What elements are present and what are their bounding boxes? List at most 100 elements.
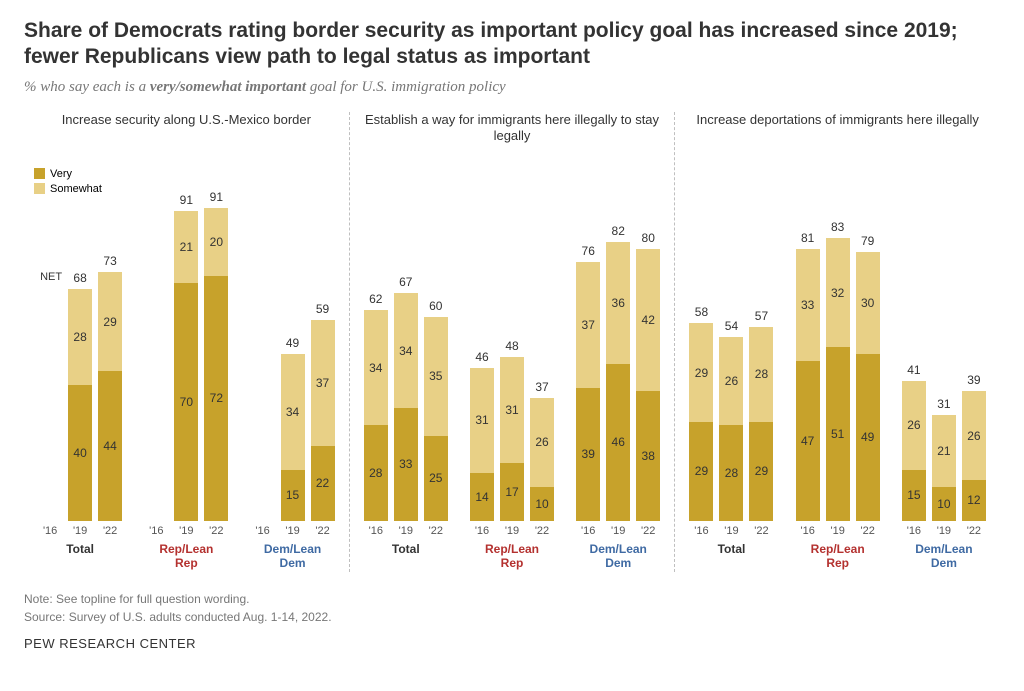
year-label: '19: [500, 525, 524, 537]
bar-segment-somewhat: 31: [500, 357, 524, 462]
group-label: Rep/LeanRep: [811, 542, 865, 572]
chart-subtitle: % who say each is a very/somewhat import…: [24, 79, 1000, 96]
bar-group: 763739823646804238'16'19'22Dem/LeanDem: [572, 181, 664, 572]
year-label: '16: [576, 525, 600, 537]
subtitle-suffix: goal for U.S. immigration policy: [306, 79, 506, 95]
bar-segment-very: 15: [281, 470, 305, 521]
bar-segment-somewhat: 36: [606, 242, 630, 364]
bar-segment-somewhat: 35: [424, 317, 448, 436]
bar-group: 813347833251793049'16'19'22Rep/LeanRep: [792, 181, 884, 572]
bar-total-label: 79: [856, 234, 880, 248]
bar-segment-somewhat: 30: [856, 252, 880, 354]
year-label: '19: [394, 525, 418, 537]
bar-group: 412615312110392612'16'19'22Dem/LeanDem: [898, 181, 990, 572]
year-label: '22: [530, 525, 554, 537]
bar-total-label: 91: [174, 193, 198, 207]
group-label: Total: [66, 542, 94, 572]
bar-segment-somewhat: 31: [470, 368, 494, 473]
group-label: Total: [718, 542, 746, 572]
bar-total-label: 37: [530, 380, 554, 394]
bar-segment-very: 47: [796, 361, 820, 521]
bar-total-label: 49: [281, 336, 305, 350]
bar-total-label: 82: [606, 224, 630, 238]
bar-segment-very: 72: [204, 276, 228, 521]
bar-segment-somewhat: 28: [68, 289, 92, 384]
bars-row: 912170912072: [144, 181, 228, 521]
bar-segment-somewhat: 37: [576, 262, 600, 388]
bars-row: 463114483117372610: [470, 181, 554, 521]
group-label: Dem/LeanDem: [264, 542, 321, 572]
panel-title: Increase deportations of immigrants here…: [685, 112, 990, 150]
chart-panel: Increase deportations of immigrants here…: [674, 112, 1000, 572]
bar-segment-somewhat: 29: [689, 323, 713, 422]
bar-segment-somewhat: 26: [719, 337, 743, 425]
year-label: '22: [98, 525, 122, 537]
subtitle-prefix: % who say each is a: [24, 79, 150, 95]
bar-segment-somewhat: 29: [98, 272, 122, 371]
bar-segment-very: 29: [749, 422, 773, 521]
bars-row: 623428 67 3433603525: [364, 181, 448, 521]
bar-total-label: 76: [576, 244, 600, 258]
year-label: '19: [606, 525, 630, 537]
brand-label: PEW RESEARCH CENTER: [24, 636, 1000, 651]
stacked-bar: 793049: [856, 252, 880, 521]
year-label: '22: [311, 525, 335, 537]
stacked-bar: 603525: [424, 317, 448, 521]
bar-segment-somewhat: 26: [962, 391, 986, 479]
stacked-bar: 483117: [500, 357, 524, 520]
footer-source: Source: Survey of U.S. adults conducted …: [24, 608, 1000, 626]
stacked-bar: 763739: [576, 262, 600, 520]
bar-total-label: 58: [689, 305, 713, 319]
year-label: '22: [204, 525, 228, 537]
stacked-bar: 833251: [826, 238, 850, 520]
bar-segment-very: 40: [68, 385, 92, 521]
bar-group: 912170912072'16'19'22Rep/LeanRep: [140, 181, 232, 572]
year-label: '19: [932, 525, 956, 537]
legend-swatch-very: [34, 168, 45, 179]
bar-segment-somewhat: 32: [826, 238, 850, 347]
chart-panels: Increase security along U.S.-Mexico bord…: [24, 112, 1000, 572]
year-label: '16: [38, 525, 62, 537]
bar-segment-very: 38: [636, 391, 660, 520]
bar-segment-very: 51: [826, 347, 850, 520]
bars-row: 493415593722: [251, 181, 335, 521]
stacked-bar: 823646: [606, 242, 630, 521]
footer-note: Note: See topline for full question word…: [24, 590, 1000, 608]
stacked-bar: 623428: [364, 310, 388, 521]
stacked-bar: 804238: [636, 249, 660, 521]
bar-total-label: 46: [470, 350, 494, 364]
bar-segment-very: 10: [932, 487, 956, 521]
year-label: '16: [144, 525, 168, 537]
bar-segment-very: 17: [500, 463, 524, 521]
bar-total-label: 67: [394, 275, 418, 289]
year-label: '16: [251, 525, 275, 537]
bar-segment-somewhat: 21: [174, 211, 198, 282]
year-row: '16 '19 '22: [902, 525, 986, 537]
year-label: '22: [636, 525, 660, 537]
bar-total-label: 68: [68, 271, 92, 285]
year-row: '16'19'22: [364, 525, 448, 537]
year-label: '22: [424, 525, 448, 537]
group-label: Total: [392, 542, 420, 572]
bar-group: 493415593722'16'19'22Dem/LeanDem: [246, 181, 338, 572]
bar-segment-very: 14: [470, 473, 494, 521]
legend-label-very: Very: [50, 168, 72, 180]
bar-total-label: 60: [424, 299, 448, 313]
bar-total-label: 80: [636, 231, 660, 245]
year-label: '19: [281, 525, 305, 537]
bar-segment-somewhat: 26: [530, 398, 554, 486]
bar-segment-very: 39: [576, 388, 600, 521]
panel-title: Establish a way for immigrants here ille…: [360, 112, 665, 150]
year-row: '16'19'22: [796, 525, 880, 537]
year-label: '16: [902, 525, 926, 537]
bar-total-label: 59: [311, 302, 335, 316]
bar-segment-very: 70: [174, 283, 198, 521]
bar-total-label: 41: [902, 363, 926, 377]
bar-total-label: 39: [962, 373, 986, 387]
bar-segment-somewhat: 34: [394, 293, 418, 409]
stacked-bar: 68NET2840: [68, 289, 92, 520]
bar-segment-very: 33: [394, 408, 418, 520]
group-label: Dem/LeanDem: [915, 542, 972, 572]
year-label: '22: [856, 525, 880, 537]
year-label: '22: [962, 525, 986, 537]
